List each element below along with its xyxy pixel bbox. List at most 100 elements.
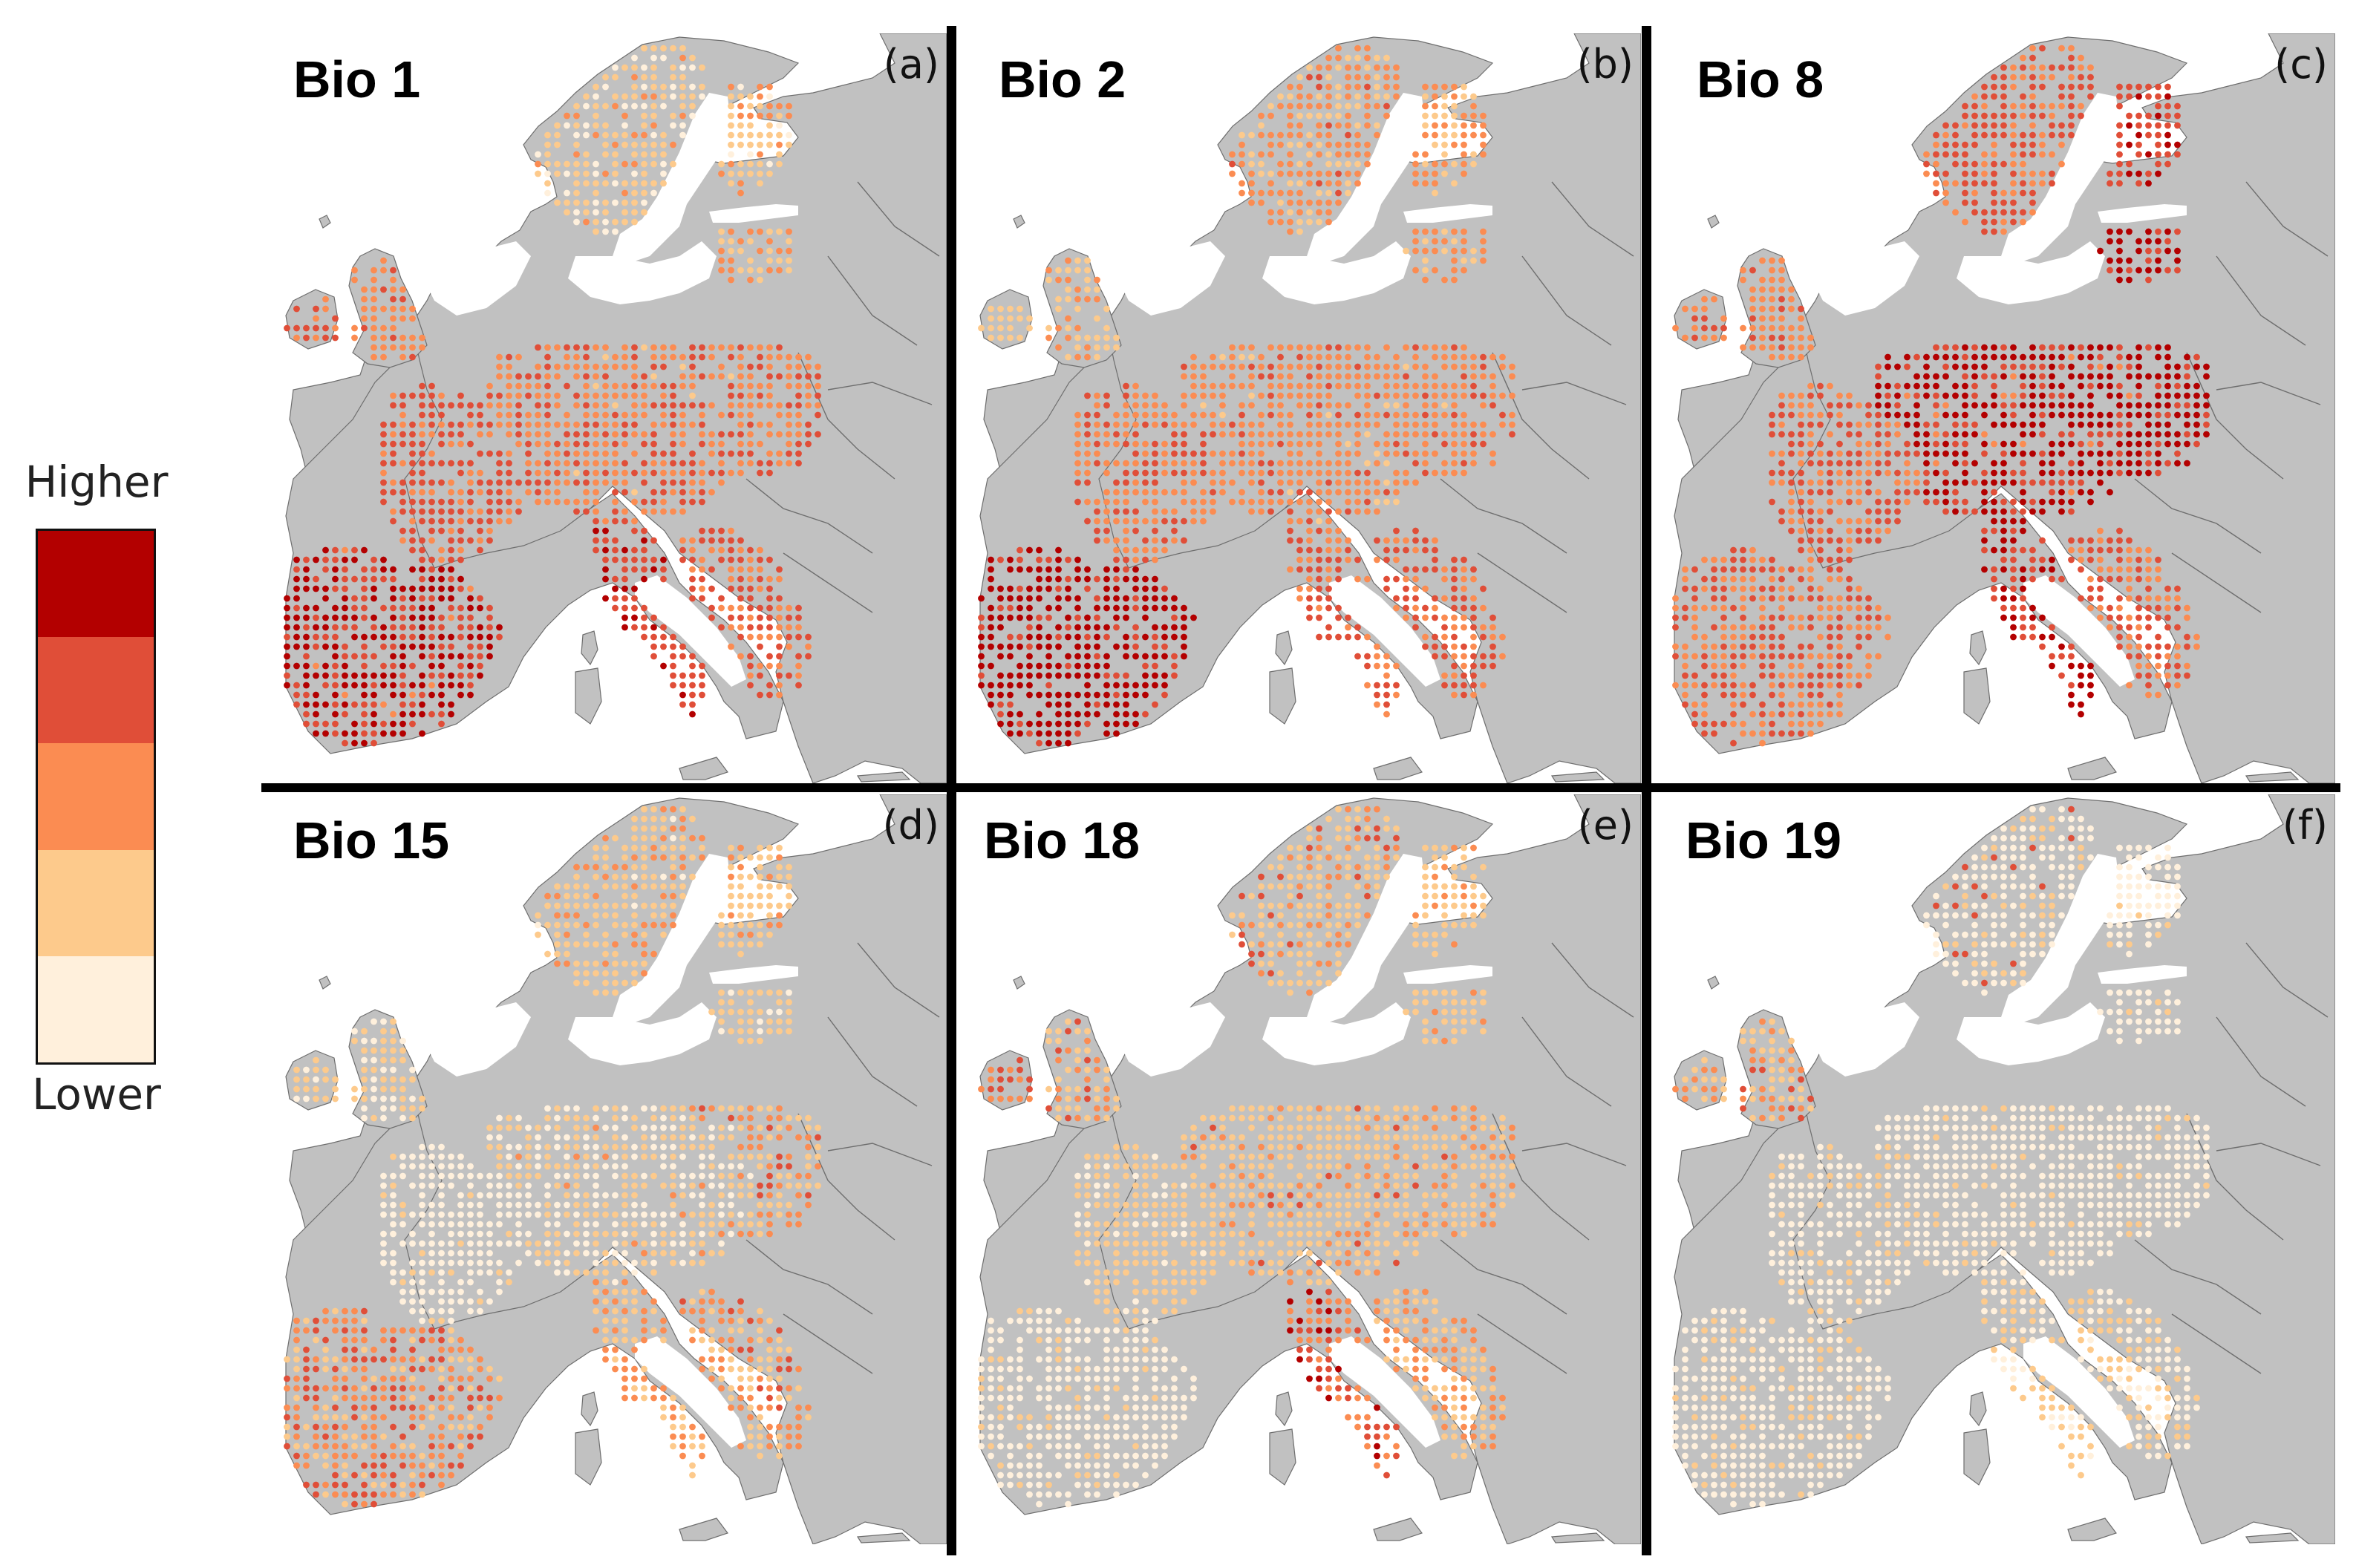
occurrence-dot [1991,489,1997,496]
occurrence-dot [650,440,657,448]
occurrence-dot [1103,701,1110,708]
occurrence-dot [766,431,773,438]
occurrence-dot [1720,324,1727,332]
occurrence-dot [1113,546,1120,554]
occurrence-dot [1971,460,1978,467]
occurrence-dot [303,710,310,718]
occurrence-dot [428,633,435,641]
occurrence-dot [313,1085,319,1093]
occurrence-dot [1432,643,1438,650]
occurrence-dot [2010,566,2017,573]
occurrence-dot [1152,575,1158,583]
occurrence-dot [2029,344,2036,351]
occurrence-dot [1788,431,1795,438]
occurrence-dot [1181,624,1187,631]
occurrence-dot [573,1105,580,1112]
occurrence-dot [776,411,783,419]
occurrence-dot [467,585,474,592]
occurrence-dot [293,324,300,332]
occurrence-dot [612,508,619,515]
occurrence-dot [1720,682,1727,689]
occurrence-dot [1335,421,1342,428]
occurrence-dot [1711,604,1717,612]
occurrence-dot [718,479,725,486]
occurrence-dot [1123,537,1129,544]
occurrence-dot [428,662,435,670]
occurrence-dot [332,315,339,322]
occurrence-dot [525,450,532,457]
occurrence-dot [1277,199,1284,206]
occurrence-dot [708,402,715,409]
occurrence-dot [2010,373,2017,380]
occurrence-dot [2049,489,2055,496]
occurrence-dot [2135,122,2142,129]
occurrence-dots [284,45,821,747]
occurrence-dot [1798,421,1804,428]
occurrence-dot [1374,653,1380,660]
occurrence-dot [544,498,551,506]
occurrence-dot [660,931,667,938]
occurrence-dot [1306,141,1313,148]
occurrence-dot [467,460,474,467]
occurrence-dot [593,902,599,909]
occurrence-dot [2029,498,2036,506]
occurrence-dot [1971,363,1978,370]
occurrence-dot [322,556,329,564]
occurrence-dot [593,131,599,139]
occurrence-dot [1335,151,1342,158]
occurrence-dots [978,45,1515,747]
occurrence-dot [2145,180,2152,187]
panel-title: Bio 2 [999,50,1126,108]
occurrence-dot [2184,431,2190,438]
occurrence-dot [1123,508,1129,515]
occurrence-dot [1403,595,1409,602]
occurrence-dot [1345,537,1351,544]
land-shape [581,630,598,666]
occurrence-dot [399,315,406,322]
occurrence-dot [448,710,454,718]
occurrence-dot [1817,653,1824,660]
occurrence-dot [1798,489,1804,496]
occurrence-dot [371,1056,377,1064]
occurrence-dot [1798,682,1804,689]
occurrence-dot [1942,199,1949,206]
occurrence-dot [679,469,686,477]
occurrence-dot [1113,701,1120,708]
occurrence-dot [1065,653,1071,660]
occurrence-dot [2000,228,2007,235]
occurrence-dot [1123,546,1129,554]
occurrence-dot [2029,93,2036,100]
occurrence-dot [380,334,387,342]
occurrence-dot [1769,653,1775,660]
occurrence-dot [2020,141,2026,148]
occurrence-dot [1798,344,1804,351]
occurrence-dot [786,624,792,631]
occurrence-dot [1885,614,1891,621]
occurrence-dot [728,624,734,631]
occurrence-dot [747,941,754,948]
occurrence-dot [1393,440,1400,448]
occurrence-dot [313,1076,319,1083]
occurrence-dot [1720,633,1727,641]
occurrence-dot [554,912,561,919]
occurrence-dot [293,701,300,708]
occurrence-dot [2000,402,2007,409]
occurrence-dot [1894,469,1901,477]
occurrence-dot [1132,479,1139,486]
occurrence-dot [2155,122,2161,129]
occurrence-dot [293,575,300,583]
occurrence-dot [1354,421,1361,428]
occurrence-dot [1374,64,1380,71]
occurrence-dot [2116,382,2123,390]
occurrence-dot [621,141,628,148]
occurrence-dot [2058,440,2065,448]
legend-lower-label: Lower [32,1069,161,1120]
occurrence-dot [1374,643,1380,650]
occurrence-dot [593,218,599,226]
occurrence-dot [1065,720,1071,728]
occurrence-dot [2058,45,2065,52]
occurrence-dot [1325,469,1332,477]
occurrence-dot [1354,93,1361,100]
occurrence-dot [1364,112,1371,120]
occurrence-dot [573,344,580,351]
